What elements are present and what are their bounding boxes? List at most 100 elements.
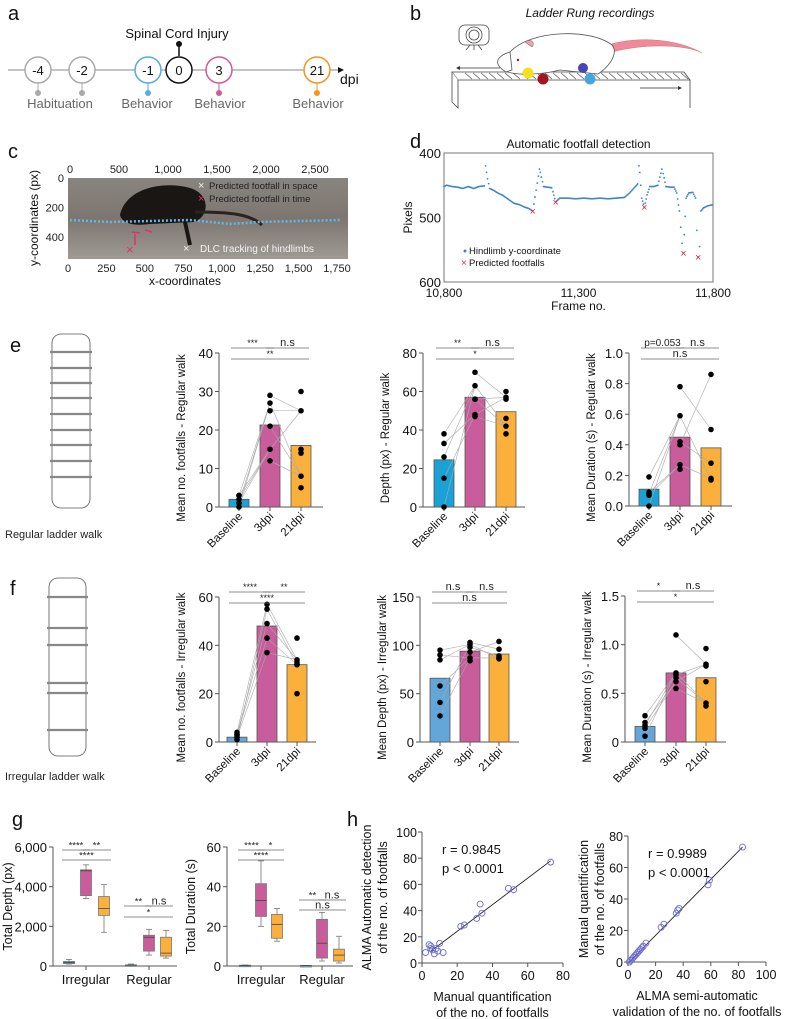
panel-label-c: c	[8, 141, 18, 163]
x-tick-label: Baseline	[611, 746, 651, 786]
paired-line	[266, 637, 298, 665]
y-tick-label: 0.2	[605, 468, 623, 483]
y-tick-label: 0	[410, 500, 417, 515]
c-top-tick: 0	[67, 164, 73, 176]
data-point	[457, 922, 465, 930]
data-point	[298, 484, 304, 491]
paired-line	[439, 654, 471, 659]
rung	[544, 72, 553, 80]
x-tick-label: 3dpi	[658, 746, 682, 770]
hindlimb-point	[535, 189, 538, 191]
p-value: p < 0.0001	[442, 861, 504, 876]
data-point	[236, 492, 242, 499]
significance-label: ****	[260, 593, 275, 603]
bar-baseline	[433, 459, 455, 508]
significance-label: **	[280, 582, 288, 592]
x-tick-label: 20	[649, 968, 663, 982]
x-tick-label: Baseline	[410, 511, 450, 551]
footfall-marker: ×	[641, 202, 647, 214]
data-point	[472, 369, 478, 376]
hindlimb-point	[487, 182, 490, 185]
rung	[632, 72, 641, 80]
paired-line	[236, 637, 268, 735]
footfall-time-marker: ×	[126, 242, 134, 257]
bar-21dpi	[488, 653, 510, 743]
legend-footfall-icon: ×	[461, 258, 467, 269]
hindlimb-point	[646, 194, 648, 196]
box	[98, 896, 110, 916]
data-point	[472, 382, 478, 389]
x-tick-label: 3dpi	[252, 511, 276, 535]
y-tick-label: 0	[612, 735, 619, 750]
paired-line	[269, 460, 302, 477]
y-tick-label: 0	[206, 500, 213, 515]
rung	[664, 72, 673, 80]
y-tick-label: 20	[403, 931, 417, 945]
y-tick-label: 80	[609, 830, 623, 844]
hindlimb-point	[539, 171, 542, 174]
y-tick-label: 150	[392, 590, 414, 605]
x-tick-label: 100	[756, 968, 777, 982]
data-point	[703, 663, 709, 669]
paired-line	[238, 449, 271, 504]
hindlimb-point	[697, 255, 700, 258]
y-tick-label: 0	[410, 957, 417, 971]
paired-line	[474, 396, 507, 400]
hindlimb-point	[639, 184, 642, 187]
x-tick-label: Baseline	[205, 511, 245, 551]
significance-label: **	[266, 349, 274, 359]
hindlimb-point	[647, 191, 649, 194]
paired-line	[266, 608, 298, 665]
paired-line	[644, 672, 677, 726]
data-point	[437, 683, 443, 689]
y-tick-label: 40	[199, 346, 213, 361]
significance-label: n.s	[446, 581, 461, 593]
data-point	[472, 396, 478, 403]
paired-line	[269, 402, 302, 477]
significance-label: *	[147, 908, 151, 919]
hindlimb-point	[641, 200, 644, 203]
legend-space-icon: ×	[198, 180, 204, 192]
regression-line	[430, 860, 551, 952]
hindlimb-point	[636, 183, 639, 185]
data-point	[298, 446, 304, 453]
hindlimb-point	[683, 233, 686, 236]
y-tick-label: 1.0	[601, 638, 619, 653]
y-axis-label: ALMA Automatic detection	[360, 824, 374, 970]
panel-label-a: a	[8, 3, 20, 25]
c-top-tick: 2,000	[252, 164, 280, 176]
x-tick-label: 10,800	[426, 286, 463, 300]
x-tick-label: 3dpi	[249, 746, 273, 770]
significance-label: ***	[247, 338, 258, 348]
y-tick-label: 60	[403, 385, 417, 400]
hindlimb-point	[698, 245, 701, 248]
regression-line	[629, 846, 743, 963]
rung	[656, 72, 665, 80]
hindlimb-point	[553, 197, 556, 200]
y-tick-label: 1.0	[605, 346, 623, 361]
group-label: Regular	[126, 972, 172, 987]
paired-line	[439, 644, 471, 703]
significance-label: n.s	[479, 581, 494, 593]
data-point	[674, 906, 682, 914]
y-axis-label: Mean no. footfalls - Irregular walk	[176, 592, 188, 762]
hindlimb-point	[552, 190, 554, 193]
x-tick-label: 60	[521, 969, 535, 983]
paired-line	[679, 415, 712, 481]
box	[143, 934, 155, 952]
data-point	[673, 674, 679, 681]
footfall-detection-chart: Automatic footfall detection Frame no. Pix…	[401, 137, 731, 313]
y-axis-label: Mean Depth (px) - Irregular walk	[377, 595, 389, 760]
paired-line	[644, 672, 677, 737]
x-tick-label: 21dpi	[684, 746, 712, 774]
data-point	[510, 886, 518, 894]
rung	[672, 72, 681, 80]
data-point	[441, 454, 447, 460]
data-point	[646, 474, 652, 480]
y-tick-label: 20	[403, 462, 417, 477]
data-point	[673, 632, 679, 638]
ladder-beam	[451, 66, 691, 109]
group-label: Irregular	[237, 972, 286, 987]
regular-ladder-illustration	[50, 333, 92, 509]
data-point	[504, 884, 512, 892]
